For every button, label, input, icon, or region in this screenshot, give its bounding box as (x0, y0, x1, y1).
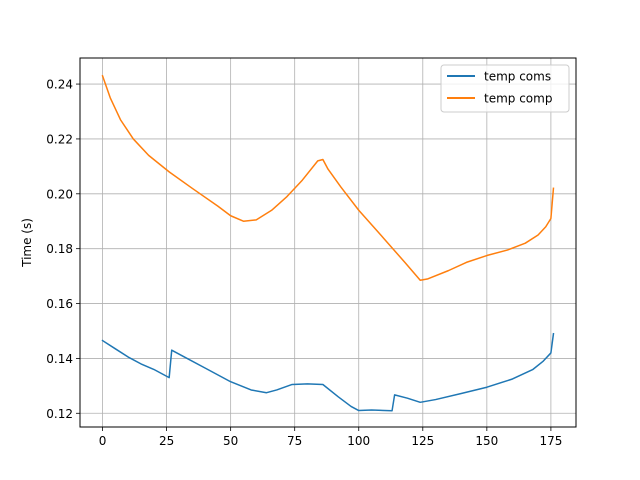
y-tick-label: 0.16 (46, 297, 73, 311)
series-line-temp-coms (101, 332, 555, 412)
x-tick-label: 25 (159, 434, 174, 448)
legend: temp coms temp comp (440, 64, 570, 113)
x-tick-label: 150 (475, 434, 498, 448)
series-line-temp-comp (101, 74, 555, 281)
legend-label-temp-coms: temp coms (484, 70, 551, 84)
y-tick-label: 0.18 (46, 242, 73, 256)
series-layer (101, 74, 555, 412)
y-tick-label: 0.20 (46, 187, 73, 201)
x-tick-label: 75 (287, 434, 302, 448)
y-tick-label: 0.22 (46, 132, 73, 146)
plot-frame (79, 57, 577, 428)
x-tick-label: 175 (539, 434, 562, 448)
x-tick-label: 50 (223, 434, 238, 448)
y-tick-label: 0.24 (46, 78, 73, 92)
x-tick-label: 125 (411, 434, 434, 448)
x-tick-label: 0 (99, 434, 107, 448)
y-tick-label: 0.12 (46, 407, 73, 421)
grid-lines (80, 58, 576, 427)
legend-label-temp-comp: temp comp (484, 92, 552, 106)
axis-ticks: 0 25 50 75 100 125 150 175 0.12 0.14 0.16 0.18 0.20 0… (46, 78, 562, 448)
x-tick-label: 100 (347, 434, 370, 448)
y-tick-label: 0.14 (46, 352, 73, 366)
y-axis-title: Time (s) (20, 218, 34, 268)
